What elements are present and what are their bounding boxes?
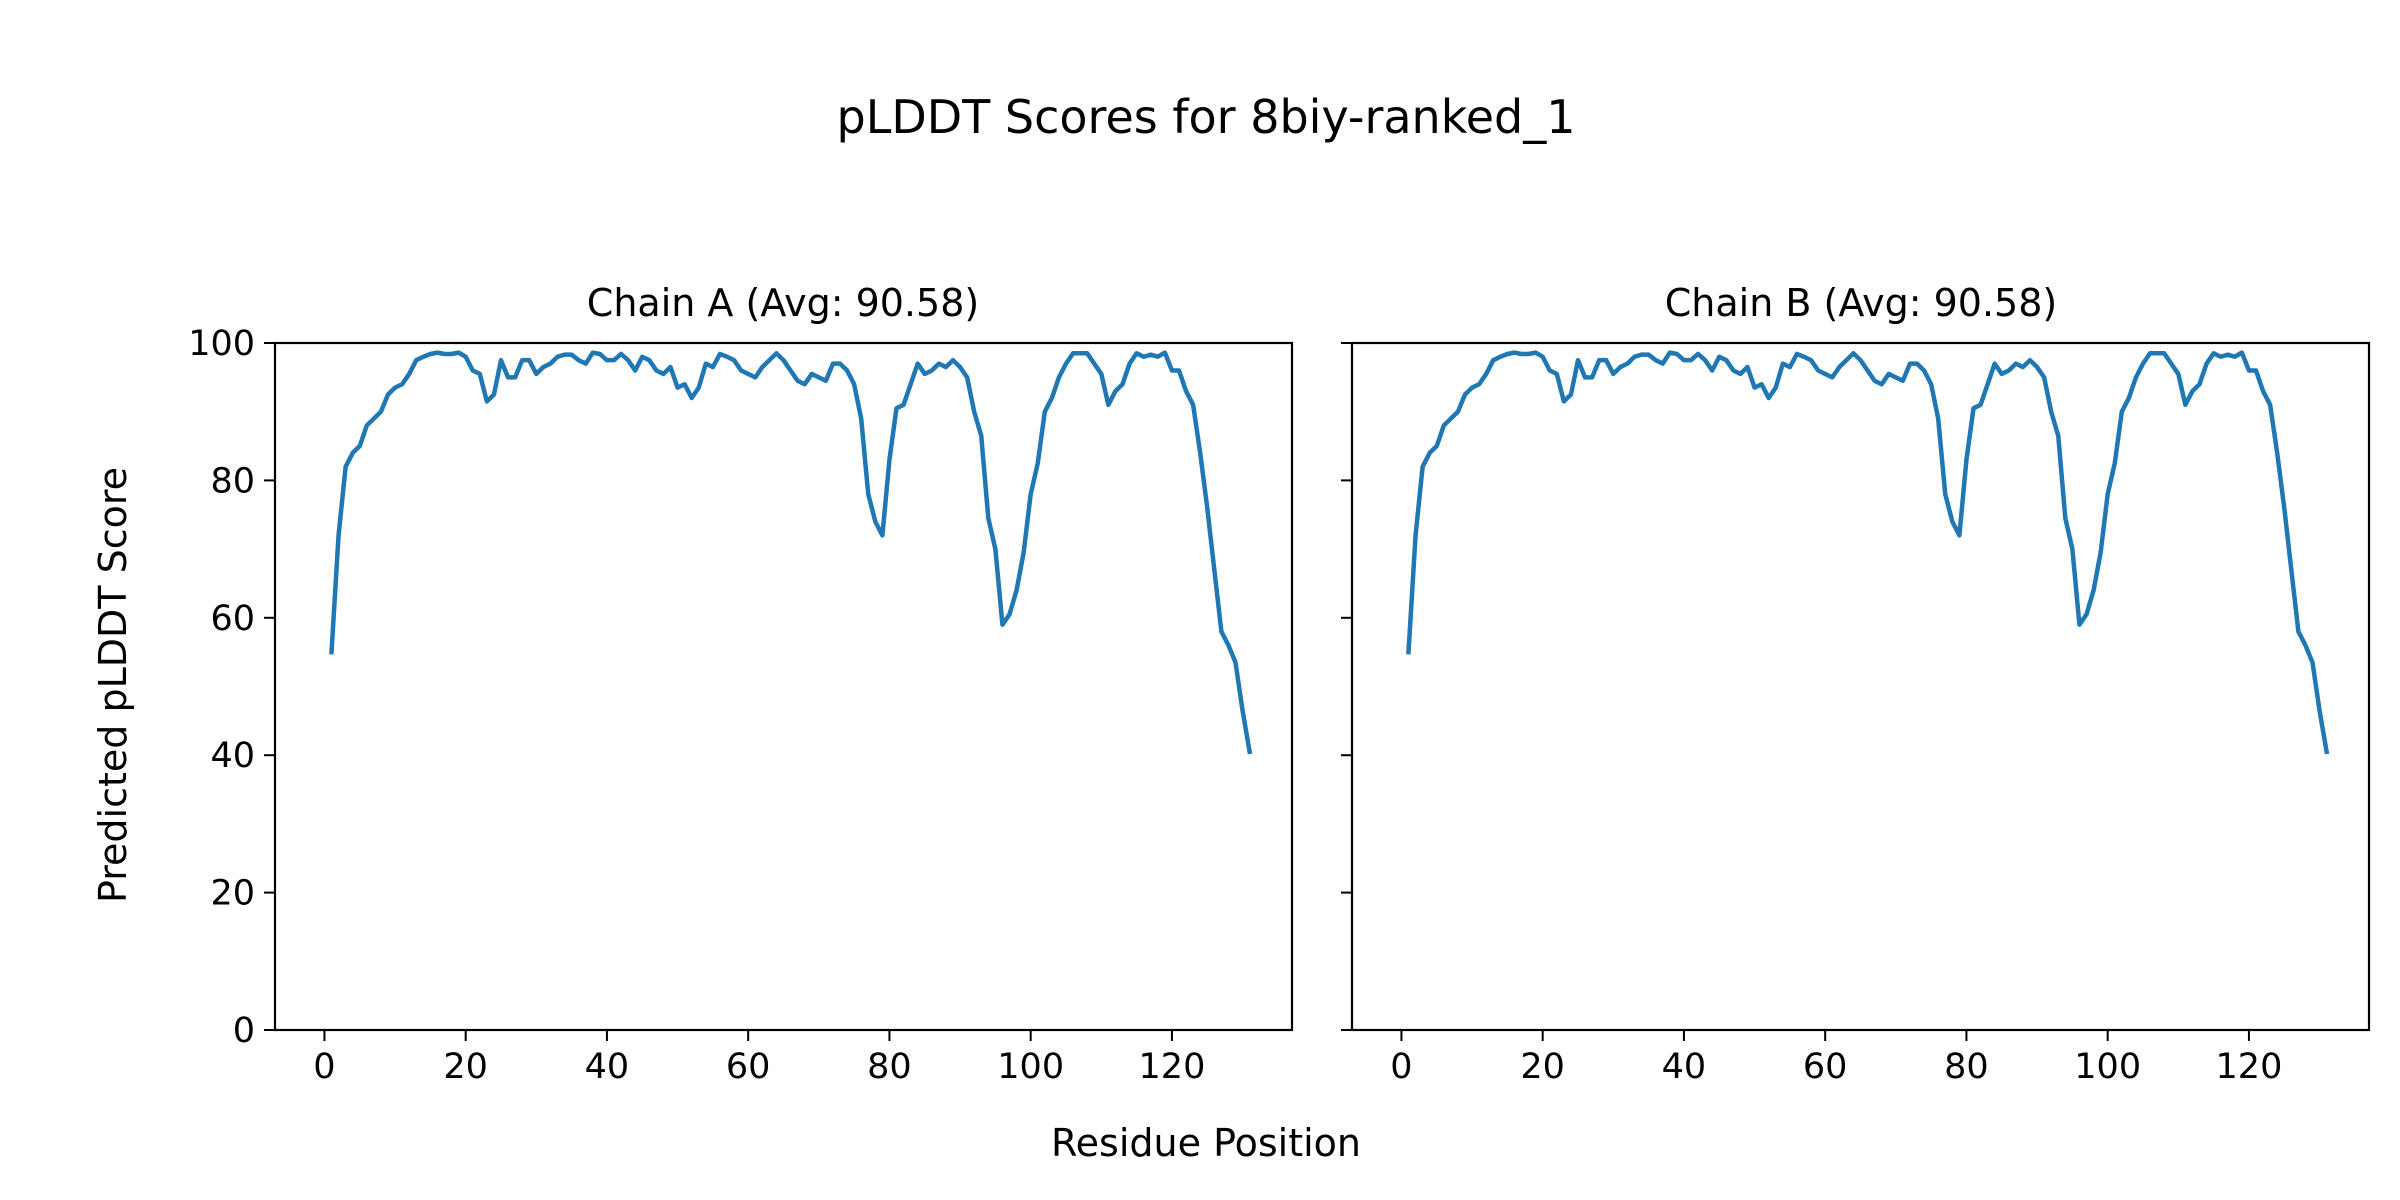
subplot-chain-a: Chain A (Avg: 90.58) 0 20 40 60 80 100 120 0 20 4… [188,281,1294,1087]
x-tick-label: 60 [726,1047,771,1087]
x-tick-label: 80 [1944,1047,1989,1087]
y-tick-label: 20 [210,874,255,914]
y-tick-label: 100 [188,324,255,364]
subplot-title-chain-a: Chain A (Avg: 90.58) [587,281,979,325]
axes-frame-chain-a [273,341,1294,1032]
y-axis-label: Predicted pLDDT Score [91,467,135,903]
plot-area-chain-a: 0 20 40 60 80 100 120 0 20 40 60 80 100 [188,324,1294,1087]
x-tick-label: 0 [1390,1047,1412,1087]
plot-area-chain-b: 0 20 40 60 80 100 120 [1341,341,2371,1087]
y-tick-label: 0 [233,1011,255,1051]
series-line-chain-a [329,350,1253,755]
series-line-chain-b [1406,350,2330,755]
y-tick-label: 60 [210,599,255,639]
subplot-chain-b: Chain B (Avg: 90.58) 0 20 40 60 80 100 120 [1341,281,2371,1087]
figure-title: pLDDT Scores for 8biy-ranked_1 [837,90,1576,144]
x-tick-label: 100 [997,1047,1064,1087]
axes-frame-chain-b [1350,341,2371,1032]
x-tick-label: 120 [1139,1047,1206,1087]
y-tick-label: 40 [210,736,255,776]
x-tick-label: 40 [585,1047,630,1087]
x-tick-label: 100 [2074,1047,2141,1087]
subplot-title-chain-b: Chain B (Avg: 90.58) [1665,281,2057,325]
x-tick-label: 20 [1520,1047,1565,1087]
x-tick-label: 80 [867,1047,912,1087]
x-tick-label: 20 [443,1047,488,1087]
x-tick-label: 120 [2216,1047,2283,1087]
x-tick-label: 60 [1803,1047,1848,1087]
x-axis-label: Residue Position [1051,1121,1361,1165]
x-tick-label: 40 [1662,1047,1707,1087]
y-tick-label: 80 [210,461,255,501]
x-tick-label: 0 [313,1047,335,1087]
